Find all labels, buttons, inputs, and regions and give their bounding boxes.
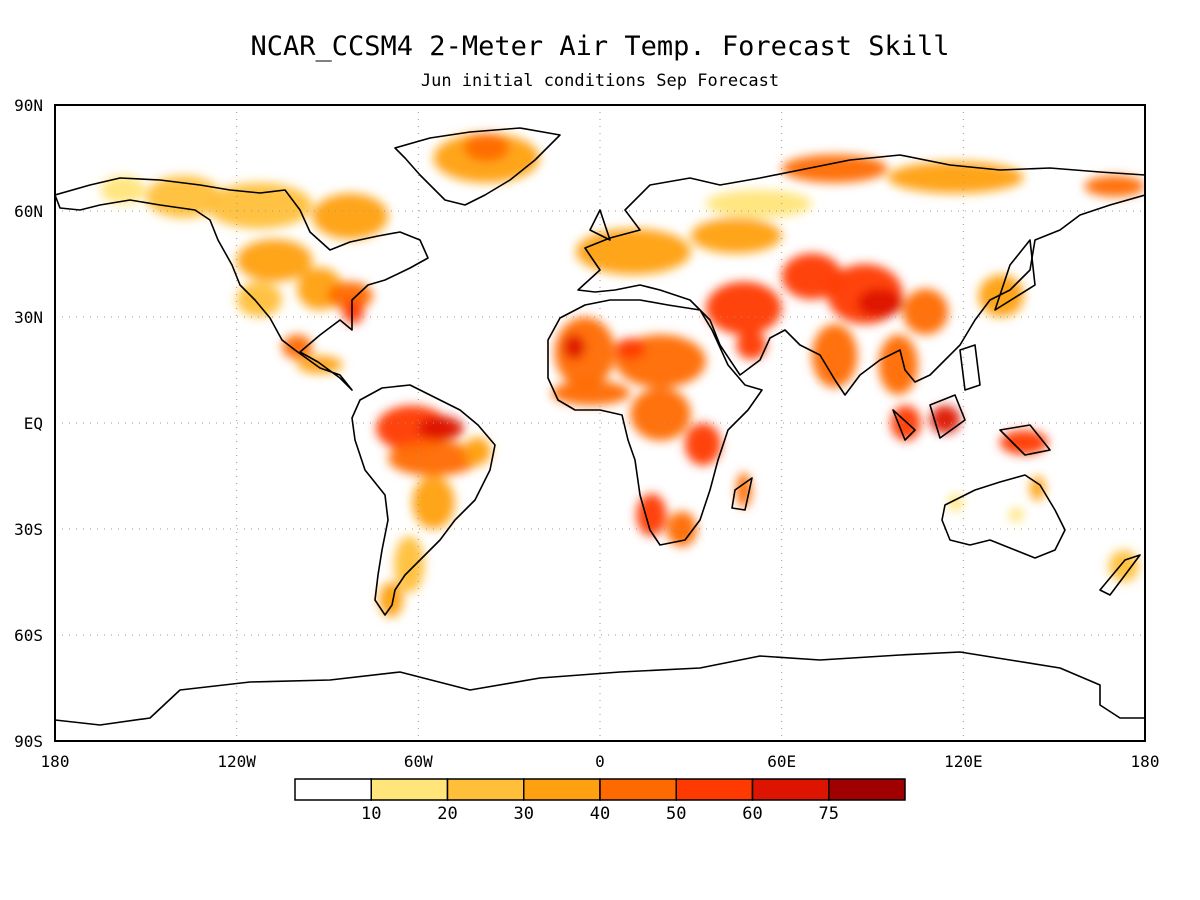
colorbar-tick-labels: 10 20 30 40 50 60 75 <box>361 804 839 824</box>
skill-region-25 <box>630 387 691 441</box>
plot-frame <box>54 104 1146 742</box>
coastline-south-america <box>351 384 496 616</box>
skill-region-20 <box>554 317 616 388</box>
skill-region-50 <box>1029 476 1046 501</box>
colorbar-box <box>828 778 906 801</box>
colorbar-tick-label: 40 <box>590 804 610 824</box>
skill-region-21 <box>563 334 585 360</box>
skill-region-13 <box>375 405 449 452</box>
skill-region-47 <box>978 274 1024 317</box>
colorbar-box <box>599 778 677 801</box>
skill-region-17 <box>412 476 455 529</box>
lon-tick-label: 60E <box>767 752 796 771</box>
skill-region-16 <box>463 437 491 466</box>
skill-region-4 <box>236 239 313 282</box>
skill-shading-layer <box>100 133 1145 618</box>
skill-region-10 <box>297 355 343 374</box>
coastline-layer <box>55 127 1145 726</box>
lat-tick-label: 30S <box>14 520 43 539</box>
skill-region-38 <box>811 324 858 388</box>
lat-tick-label: 60S <box>14 626 43 645</box>
lon-tick-label: 120W <box>217 752 256 771</box>
chart-subtitle: Jun initial conditions Sep Forecast <box>421 71 779 91</box>
skill-region-12 <box>463 133 510 162</box>
colorbar-box <box>370 778 449 801</box>
lat-tick-label: 90S <box>14 732 43 751</box>
lon-tick-label: 180 <box>1131 752 1160 771</box>
skill-region-19 <box>378 582 404 618</box>
skill-region-18 <box>394 536 425 593</box>
lon-tick-label: 120E <box>944 752 983 771</box>
skill-region-23 <box>615 338 646 360</box>
colorbar-tick-label: 20 <box>437 804 457 824</box>
skill-region-7 <box>327 281 373 310</box>
skill-region-0 <box>100 175 146 204</box>
skill-region-43 <box>705 189 812 219</box>
skill-region-40 <box>781 154 888 183</box>
map-plot-area <box>54 104 1146 742</box>
skill-region-42 <box>1084 175 1145 197</box>
colorbar-tick-label: 30 <box>514 804 534 824</box>
skill-region-34 <box>781 253 843 300</box>
skill-region-5 <box>236 281 283 318</box>
colorbar-tick-label: 50 <box>666 804 686 824</box>
lat-tick-label: 60N <box>14 202 43 221</box>
coastline-australia <box>941 474 1066 559</box>
colorbar-box <box>523 778 601 801</box>
colorbar-boxes <box>294 778 906 801</box>
skill-region-39 <box>878 334 918 395</box>
skill-region-30 <box>575 228 691 275</box>
skill-region-32 <box>705 281 782 335</box>
skill-region-26 <box>684 423 722 466</box>
colorbar-box <box>446 778 525 801</box>
skill-region-27 <box>636 493 667 537</box>
coastline-north-america <box>55 177 429 391</box>
skill-region-8 <box>342 299 364 325</box>
lat-tick-label: 30N <box>14 308 43 327</box>
colorbar-tick-label: 10 <box>361 804 381 824</box>
skill-region-3 <box>312 193 389 240</box>
colorbar-legend: 10 20 30 40 50 60 75 <box>294 778 906 824</box>
skill-region-2 <box>206 182 313 229</box>
lat-tick-label: 90N <box>14 96 43 115</box>
coastline-antarctica <box>55 651 1145 726</box>
lon-tick-label: 180 <box>41 752 70 771</box>
colorbar-tick-label: 60 <box>742 804 762 824</box>
skill-region-36 <box>857 288 903 317</box>
coastline-greenland <box>394 127 561 206</box>
skill-region-37 <box>902 288 949 335</box>
colorbar-box <box>675 778 754 801</box>
skill-region-14 <box>418 415 464 441</box>
coastline-africa-eurasia <box>547 154 1145 546</box>
coastline-islands <box>589 209 1141 596</box>
skill-region-28 <box>666 511 697 547</box>
skill-region-49 <box>1008 507 1024 522</box>
colorbar-box <box>751 778 830 801</box>
skill-region-31 <box>690 218 782 254</box>
skill-region-1 <box>145 175 222 219</box>
chart-title: NCAR_CCSM4 2-Meter Air Temp. Forecast Sk… <box>251 31 950 62</box>
skill-region-33 <box>736 331 767 360</box>
lon-tick-label: 0 <box>595 752 605 771</box>
skill-region-15 <box>388 440 479 477</box>
latitude-tick-labels: 90N 60N 30N EQ 30S 60S 90S <box>14 96 43 751</box>
skill-region-9 <box>282 334 313 360</box>
lat-tick-label: EQ <box>24 414 43 433</box>
colorbar-tick-label: 75 <box>819 804 839 824</box>
colorbar-box <box>294 778 372 801</box>
skill-region-46 <box>999 430 1049 455</box>
skill-region-44 <box>930 405 961 434</box>
skill-region-24 <box>551 380 631 406</box>
longitude-tick-labels: 180 120W 60W 0 60E 120E 180 <box>41 752 1160 771</box>
lon-tick-label: 60W <box>404 752 433 771</box>
